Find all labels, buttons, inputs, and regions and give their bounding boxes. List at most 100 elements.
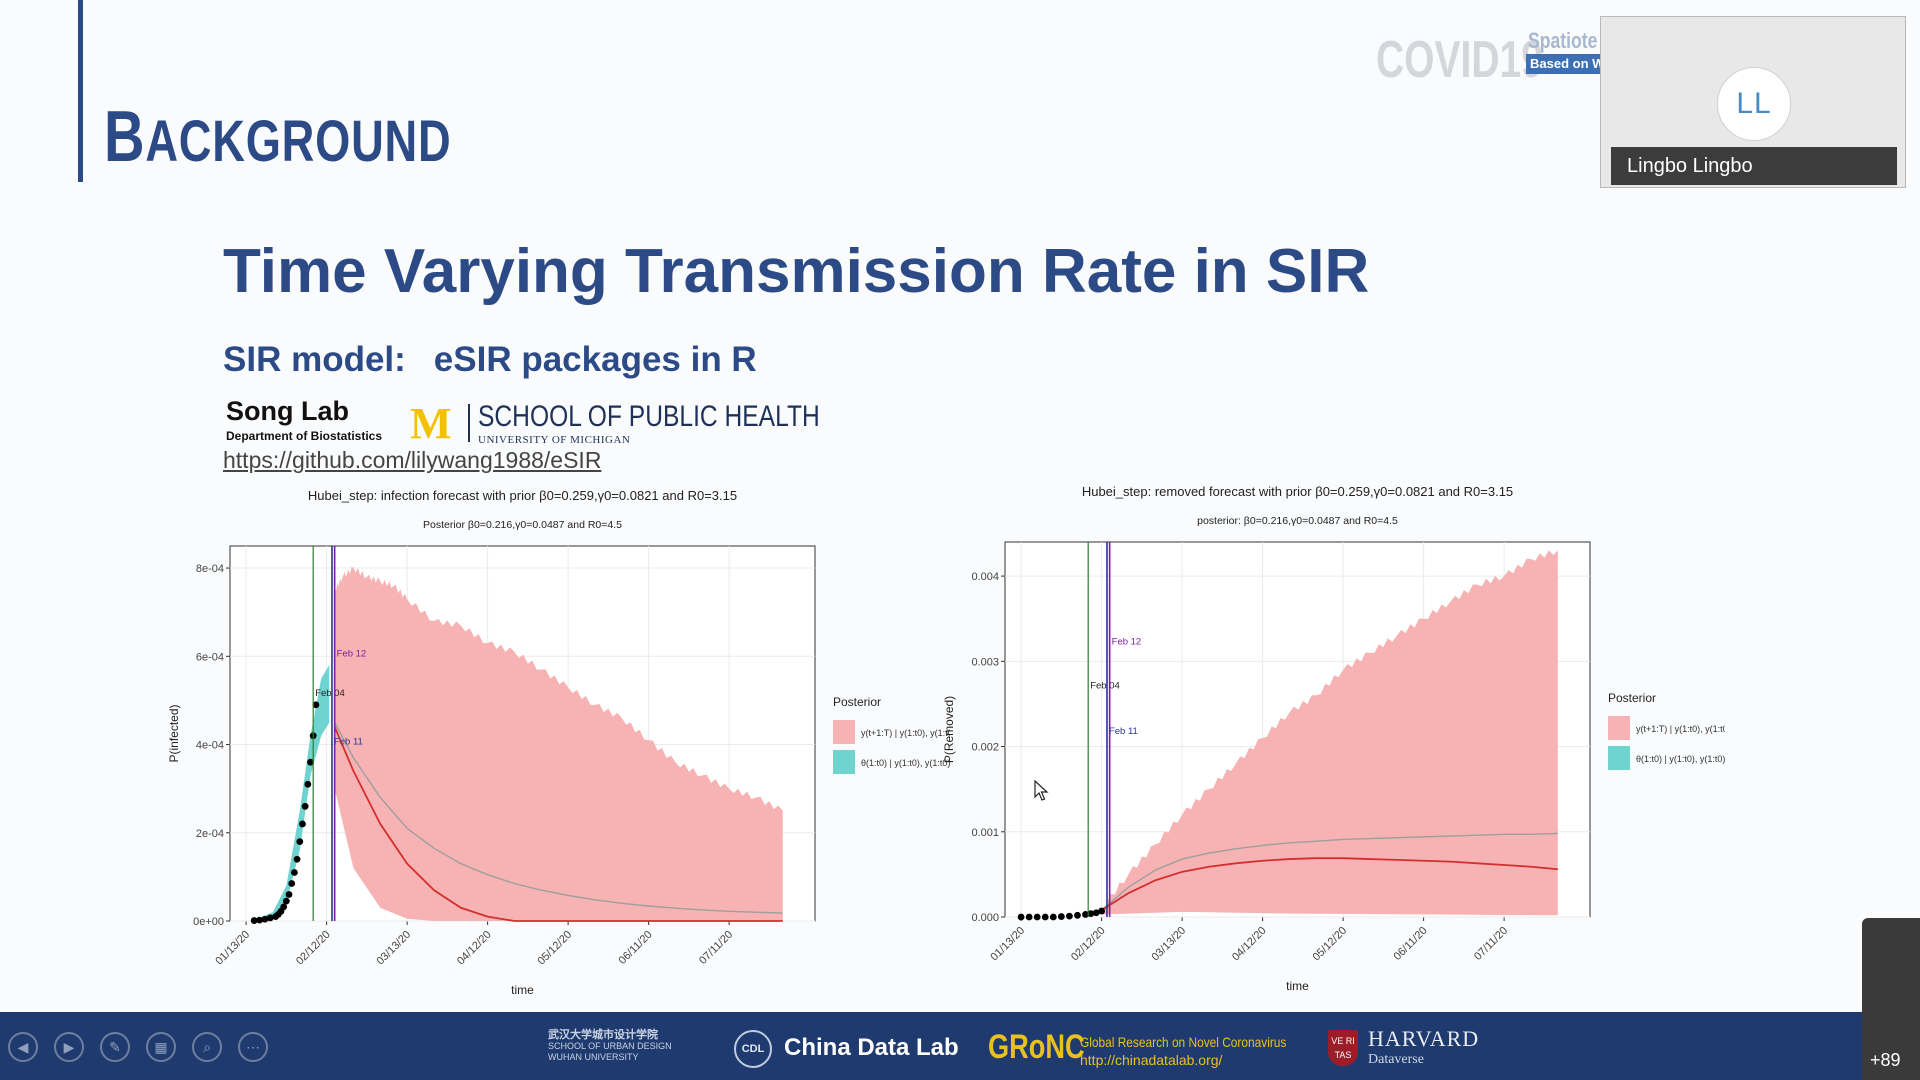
observed-point [288,880,296,887]
y-tick-label: 0.001 [971,827,999,839]
subtitle: SIR model: eSIR packages in R [223,340,757,380]
zoom-button[interactable]: ⌕ [192,1032,222,1062]
legend-swatch [1608,716,1630,740]
x-tick-label: 01/13/20 [988,925,1027,964]
observed-point [1057,913,1065,920]
github-link[interactable]: https://github.com/lilywang1988/eSIR [223,447,602,473]
removed-forecast-chart: Hubei_step: removed forecast with prior … [935,478,1731,998]
participant-count: +89 [1870,1050,1901,1070]
y-axis-label: P(Removed) [942,696,956,763]
pen-tool-button[interactable]: ✎ [100,1032,130,1062]
umich-school: SCHOOL OF PUBLIC HEALTH [478,400,820,433]
observed-point [285,891,293,898]
umich-university: UNIVERSITY OF MICHIGAN [478,434,631,446]
observed-point [1087,910,1095,917]
y-tick-label: 8e-04 [196,563,224,575]
harvard-sub: Dataverse [1368,1052,1424,1067]
legend-title: Posterior [833,695,881,709]
observed-point [280,903,288,911]
series-line-1 [1101,857,1558,911]
observed-point [293,855,301,863]
y-tick-label: 6e-04 [196,651,224,663]
x-tick-label: 06/11/20 [1392,925,1430,963]
harvard-name: HARVARD [1368,1026,1480,1051]
subtitle-package: eSIR packages in R [433,340,757,379]
observed-band [254,665,330,921]
observed-point [299,820,306,828]
observed-point [1017,913,1025,921]
observed-point [291,869,298,876]
x-tick-label: 03/13/20 [1149,925,1188,964]
event-label: Feb 04 [315,688,345,699]
observed-point [1041,913,1049,921]
x-tick-label: 04/12/20 [1230,925,1269,964]
legend-swatch [833,750,855,774]
song-lab-name: Song Lab [226,396,349,426]
observed-point [256,916,263,924]
participants-panel-tab[interactable]: +89 [1862,918,1920,1080]
x-tick-label: 01/13/20 [213,929,252,968]
observed-point [250,917,258,924]
event-label: Feb 11 [334,737,363,748]
chart-subtitle: Posterior β0=0.216,γ0=0.0487 and R0=4.5 [423,519,622,531]
spatio-logo-text: Spatiote [1528,28,1598,53]
event-label: Feb 11 [1109,726,1138,737]
chart-title: Hubei_step: removed forecast with prior … [1082,484,1513,499]
next-slide-button[interactable]: ▶ [54,1032,84,1062]
section-title: BACKGROUND [104,97,452,177]
x-tick-label: 07/11/20 [1472,925,1510,963]
x-tick-label: 07/11/20 [697,929,735,967]
event-label: Feb 12 [337,648,367,659]
observed-point [296,838,304,845]
observed-point [1082,911,1089,918]
harvard-shield-icon: VE RI TAS [1328,1030,1358,1066]
main-title: Time Varying Transmission Rate in SIR [223,237,1370,306]
umich-divider [468,404,470,442]
observed-point [266,914,274,922]
x-tick-label: 05/12/20 [1310,925,1349,964]
y-axis-label: P(infected) [167,704,181,762]
observed-point [261,915,269,923]
cdl-globe-icon: CDL [734,1030,772,1068]
infection-forecast-chart: Hubei_step: infection forecast with prio… [160,482,956,1002]
y-tick-label: 0.003 [971,656,999,668]
cdl-name: China Data Lab [784,1034,959,1061]
observed-point [304,780,312,788]
legend-label: θ(1:t0) | y(1:t0), y(1:t0) [1636,754,1725,764]
slide-grid-button[interactable]: ▦ [146,1032,176,1062]
participant-video-tile[interactable]: LL Lingbo Lingbo [1600,16,1906,188]
subtitle-model: SIR model: [223,340,406,379]
mouse-cursor-icon [1034,780,1049,801]
presentation-toolbar: ◀ ▶ ✎ ▦ ⌕ ⋯ [0,1012,1920,1080]
umich-m-icon: M [410,399,452,448]
chart-title: Hubei_step: infection forecast with prio… [308,488,737,503]
gronc-tagline: Global Research on Novel Coronavirus [1080,1034,1287,1050]
wuhan-university-logo: 武汉大学城市设计学院 SCHOOL OF URBAN DESIGN WUHAN … [548,1029,672,1063]
chart-svg: Hubei_step: infection forecast with prio… [167,488,956,997]
world-logo-text: Based on Worl [1526,54,1616,74]
y-tick-label: 4e-04 [196,740,224,752]
more-options-button[interactable]: ⋯ [238,1032,268,1062]
observed-point [1092,909,1100,917]
observed-point [1025,913,1033,921]
observed-point [312,701,320,709]
x-tick-label: 02/12/20 [1069,925,1108,964]
song-lab-logo: Song Lab Department of Biostatistics [226,396,382,443]
observed-point [1074,911,1081,919]
covid-logo-text: COVID19 [1376,31,1543,89]
observed-point [1033,913,1041,921]
previous-slide-button[interactable]: ◀ [8,1032,38,1062]
x-tick-label: 06/11/20 [617,929,655,967]
observed-point [282,897,290,905]
x-axis-label: time [511,983,534,997]
forecast-band [1101,550,1558,916]
y-tick-label: 0e+00 [193,916,224,928]
participant-avatar: LL [1717,67,1791,141]
x-tick-label: 03/13/20 [374,929,413,968]
legend-label: y(t+1:T) | y(1:t0), y(1:t0) [1636,724,1725,734]
y-tick-label: 2e-04 [196,828,224,840]
legend-label: θ(1:t0) | y(1:t0), y(1:t0) [861,758,950,768]
x-tick-label: 05/12/20 [535,929,574,968]
participant-name: Lingbo Lingbo [1611,147,1897,185]
observed-point [1098,907,1106,915]
